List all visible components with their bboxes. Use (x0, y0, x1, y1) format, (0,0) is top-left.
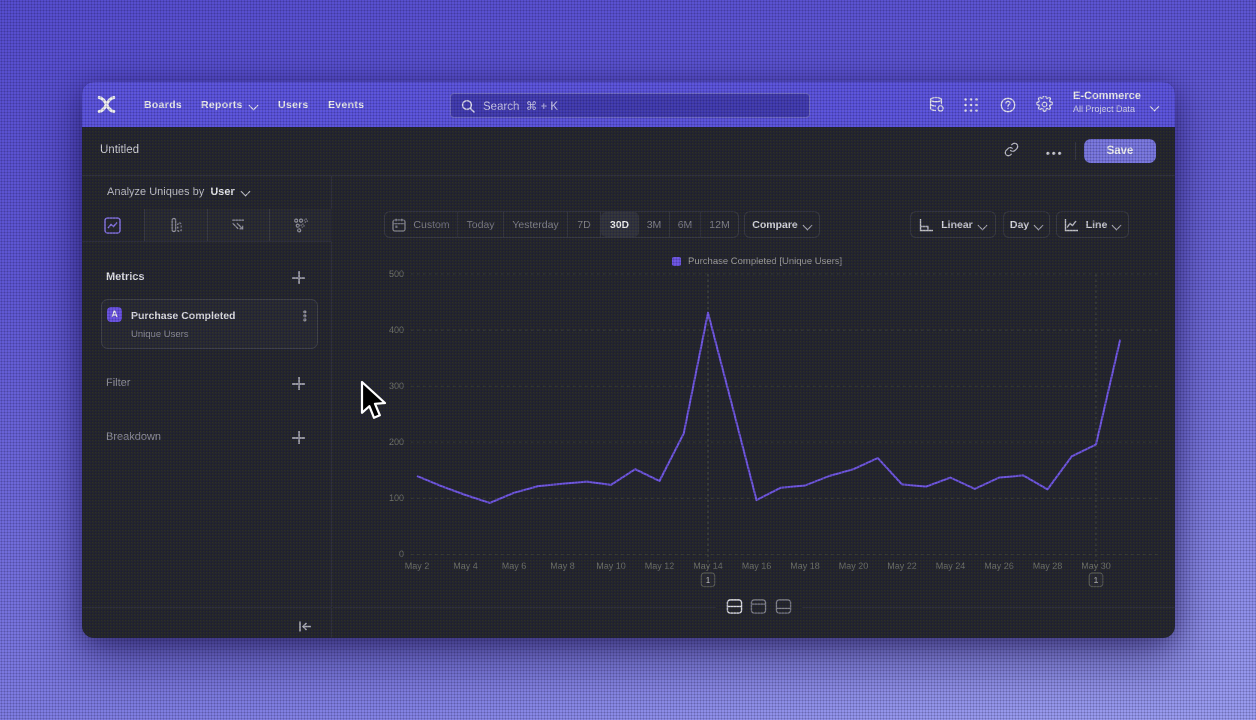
svg-text:200: 200 (389, 437, 404, 447)
svg-text:May 18: May 18 (790, 561, 820, 571)
svg-text:May 10: May 10 (596, 561, 626, 571)
svg-text:May 6: May 6 (502, 561, 527, 571)
svg-text:May 8: May 8 (550, 561, 575, 571)
svg-text:May 26: May 26 (984, 561, 1014, 571)
svg-text:May 28: May 28 (1033, 561, 1063, 571)
svg-text:May 14: May 14 (693, 561, 723, 571)
svg-text:100: 100 (389, 493, 404, 503)
svg-text:May 16: May 16 (742, 561, 772, 571)
svg-text:1: 1 (1094, 575, 1099, 585)
svg-text:May 24: May 24 (936, 561, 966, 571)
svg-text:500: 500 (389, 269, 404, 279)
svg-text:May 22: May 22 (887, 561, 917, 571)
svg-text:May 2: May 2 (405, 561, 430, 571)
svg-text:May 30: May 30 (1081, 561, 1111, 571)
svg-text:May 4: May 4 (453, 561, 478, 571)
svg-text:0: 0 (399, 549, 404, 559)
svg-text:1: 1 (706, 575, 711, 585)
svg-text:400: 400 (389, 325, 404, 335)
svg-text:May 12: May 12 (645, 561, 675, 571)
svg-text:May 20: May 20 (839, 561, 869, 571)
svg-text:300: 300 (389, 381, 404, 391)
